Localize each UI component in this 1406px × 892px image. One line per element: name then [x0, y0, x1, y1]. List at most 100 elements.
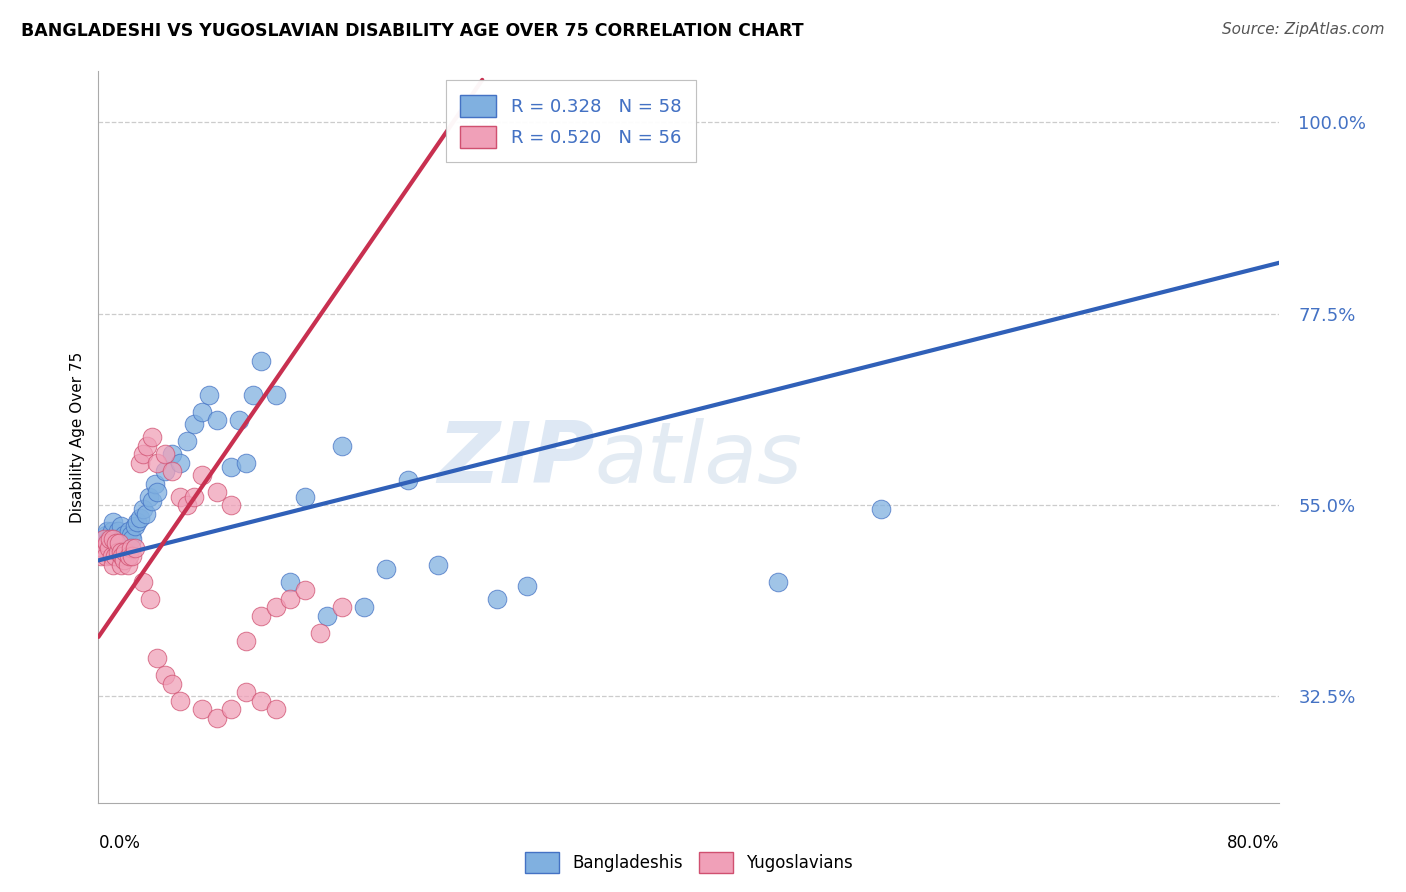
Point [515, 579, 537, 593]
Point [97, 541, 120, 555]
Point [90, 549, 112, 563]
Point [294, 583, 316, 598]
Point [309, 625, 332, 640]
Point [103, 541, 125, 555]
Point [107, 545, 129, 559]
Point [141, 494, 163, 508]
Point [94, 549, 117, 563]
Point [105, 536, 128, 550]
Point [219, 459, 242, 474]
Point [264, 387, 287, 401]
Point [120, 528, 142, 542]
Point [112, 528, 135, 542]
Point [153, 447, 176, 461]
Point [141, 430, 163, 444]
Point [191, 468, 214, 483]
Point [97, 532, 120, 546]
Point [94, 528, 117, 542]
Point [169, 456, 191, 470]
Point [235, 685, 257, 699]
Point [117, 541, 139, 555]
Point [146, 651, 169, 665]
Point [146, 456, 169, 470]
Text: Source: ZipAtlas.com: Source: ZipAtlas.com [1222, 22, 1385, 37]
Point [176, 434, 198, 449]
Y-axis label: Disability Age Over 75: Disability Age Over 75 [69, 351, 84, 523]
Point [96, 536, 118, 550]
Point [110, 541, 132, 555]
Point [176, 498, 198, 512]
Legend: Bangladeshis, Yugoslavians: Bangladeshis, Yugoslavians [519, 846, 859, 880]
Point [128, 456, 150, 470]
Text: BANGLADESHI VS YUGOSLAVIAN DISABILITY AGE OVER 75 CORRELATION CHART: BANGLADESHI VS YUGOSLAVIAN DISABILITY AG… [21, 22, 804, 40]
Point [124, 519, 146, 533]
Point [191, 702, 214, 716]
Point [250, 353, 273, 368]
Point [330, 600, 353, 615]
Point [93, 532, 115, 546]
Point [242, 387, 264, 401]
Point [139, 591, 162, 606]
Point [396, 473, 419, 487]
Point [112, 553, 135, 567]
Point [108, 532, 131, 546]
Text: 0.0%: 0.0% [98, 834, 141, 852]
Point [103, 532, 125, 546]
Point [118, 524, 141, 538]
Point [294, 490, 316, 504]
Point [121, 549, 143, 563]
Point [117, 558, 139, 572]
Point [132, 574, 155, 589]
Point [427, 558, 450, 572]
Point [124, 541, 146, 555]
Point [120, 541, 142, 555]
Point [110, 558, 132, 572]
Point [114, 536, 136, 550]
Point [103, 515, 125, 529]
Point [264, 702, 287, 716]
Point [100, 549, 122, 563]
Point [91, 541, 114, 555]
Point [486, 591, 509, 606]
Point [143, 476, 166, 491]
Point [103, 558, 125, 572]
Point [91, 536, 114, 550]
Point [104, 549, 127, 563]
Point [205, 711, 228, 725]
Text: atlas: atlas [595, 417, 803, 500]
Point [278, 574, 302, 589]
Point [162, 677, 183, 691]
Point [250, 694, 273, 708]
Point [104, 532, 127, 546]
Text: 80.0%: 80.0% [1227, 834, 1279, 852]
Point [146, 485, 169, 500]
Point [132, 447, 155, 461]
Point [375, 562, 398, 576]
Point [110, 519, 132, 533]
Point [128, 511, 150, 525]
Point [136, 439, 159, 453]
Point [114, 545, 136, 559]
Point [118, 549, 141, 563]
Point [153, 464, 176, 478]
Point [93, 532, 115, 546]
Point [111, 549, 134, 563]
Point [183, 490, 205, 504]
Point [205, 413, 228, 427]
Point [132, 502, 155, 516]
Point [107, 524, 129, 538]
Point [235, 634, 257, 648]
Point [198, 387, 221, 401]
Point [766, 574, 789, 589]
Point [105, 536, 128, 550]
Point [183, 417, 205, 432]
Point [108, 536, 131, 550]
Point [264, 600, 287, 615]
Point [219, 498, 242, 512]
Point [98, 532, 121, 546]
Point [90, 541, 112, 555]
Point [96, 524, 118, 538]
Point [228, 413, 250, 427]
Point [205, 485, 228, 500]
Point [138, 490, 160, 504]
